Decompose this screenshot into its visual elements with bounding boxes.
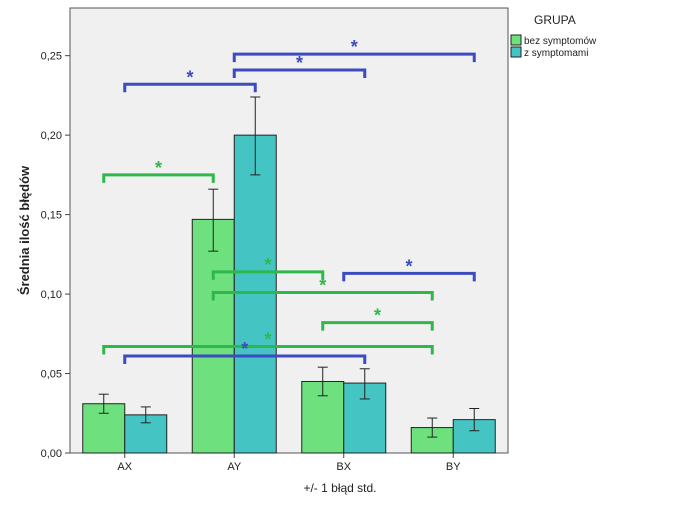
significance-bracket [321, 321, 434, 331]
significance-bracket [102, 345, 434, 355]
significance-star: * [186, 67, 193, 87]
significance-bracket [232, 68, 367, 78]
y-axis-label: Średnia ilość błędów [17, 165, 32, 295]
x-axis-label: +/- 1 błąd std. [303, 481, 376, 495]
bar-ay-series-2 [233, 134, 277, 454]
significance-bracket [232, 52, 476, 63]
legend-swatch [510, 34, 522, 46]
legend-label: z symptomami [524, 48, 588, 59]
bar-by-series-1 [410, 427, 454, 454]
y-tick-label: 0,05 [41, 369, 62, 381]
plot-area [69, 7, 509, 454]
significance-star: * [374, 306, 381, 326]
legend-label: bez symptomów [524, 36, 597, 47]
x-tick-label: AX [117, 461, 132, 473]
significance-star: * [155, 158, 162, 178]
significance-star: * [241, 339, 248, 359]
significance-star: * [264, 255, 271, 275]
y-tick-label: 0,00 [41, 448, 62, 460]
y-tick-label: 0,25 [41, 51, 62, 63]
legend-title: GRUPA [534, 13, 576, 27]
significance-bracket [123, 82, 257, 93]
significance-bracket [123, 354, 367, 365]
significance-star: * [264, 330, 271, 350]
bar-ay-series-1 [191, 218, 235, 454]
significance-bracket [211, 290, 434, 301]
significance-star: * [405, 256, 412, 276]
legend-swatch [510, 46, 522, 58]
significance-bracket [342, 271, 476, 282]
y-tick-label: 0,20 [41, 130, 62, 142]
x-tick-label: AY [227, 461, 242, 473]
x-tick-label: BY [446, 461, 461, 473]
significance-star: * [351, 37, 358, 57]
y-tick-label: 0,10 [41, 289, 62, 301]
significance-bracket [211, 270, 325, 280]
y-tick-label: 0,15 [41, 210, 62, 222]
significance-star: * [296, 53, 303, 73]
significance-star: * [319, 275, 326, 295]
significance-bracket [102, 173, 215, 183]
x-tick-label: BX [336, 461, 351, 473]
